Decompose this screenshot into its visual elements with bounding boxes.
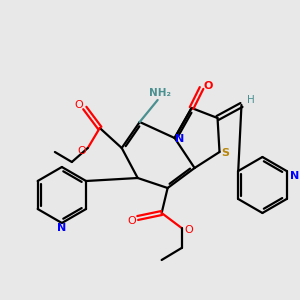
Text: O: O bbox=[184, 225, 193, 235]
Text: S: S bbox=[221, 148, 230, 158]
Text: O: O bbox=[74, 100, 83, 110]
Text: N: N bbox=[290, 172, 299, 182]
Text: O: O bbox=[77, 146, 86, 156]
Text: N: N bbox=[57, 223, 67, 233]
Text: NH₂: NH₂ bbox=[149, 88, 171, 98]
Text: N: N bbox=[175, 134, 184, 144]
Text: O: O bbox=[204, 81, 213, 91]
Text: H: H bbox=[247, 95, 254, 105]
Text: O: O bbox=[127, 216, 136, 226]
